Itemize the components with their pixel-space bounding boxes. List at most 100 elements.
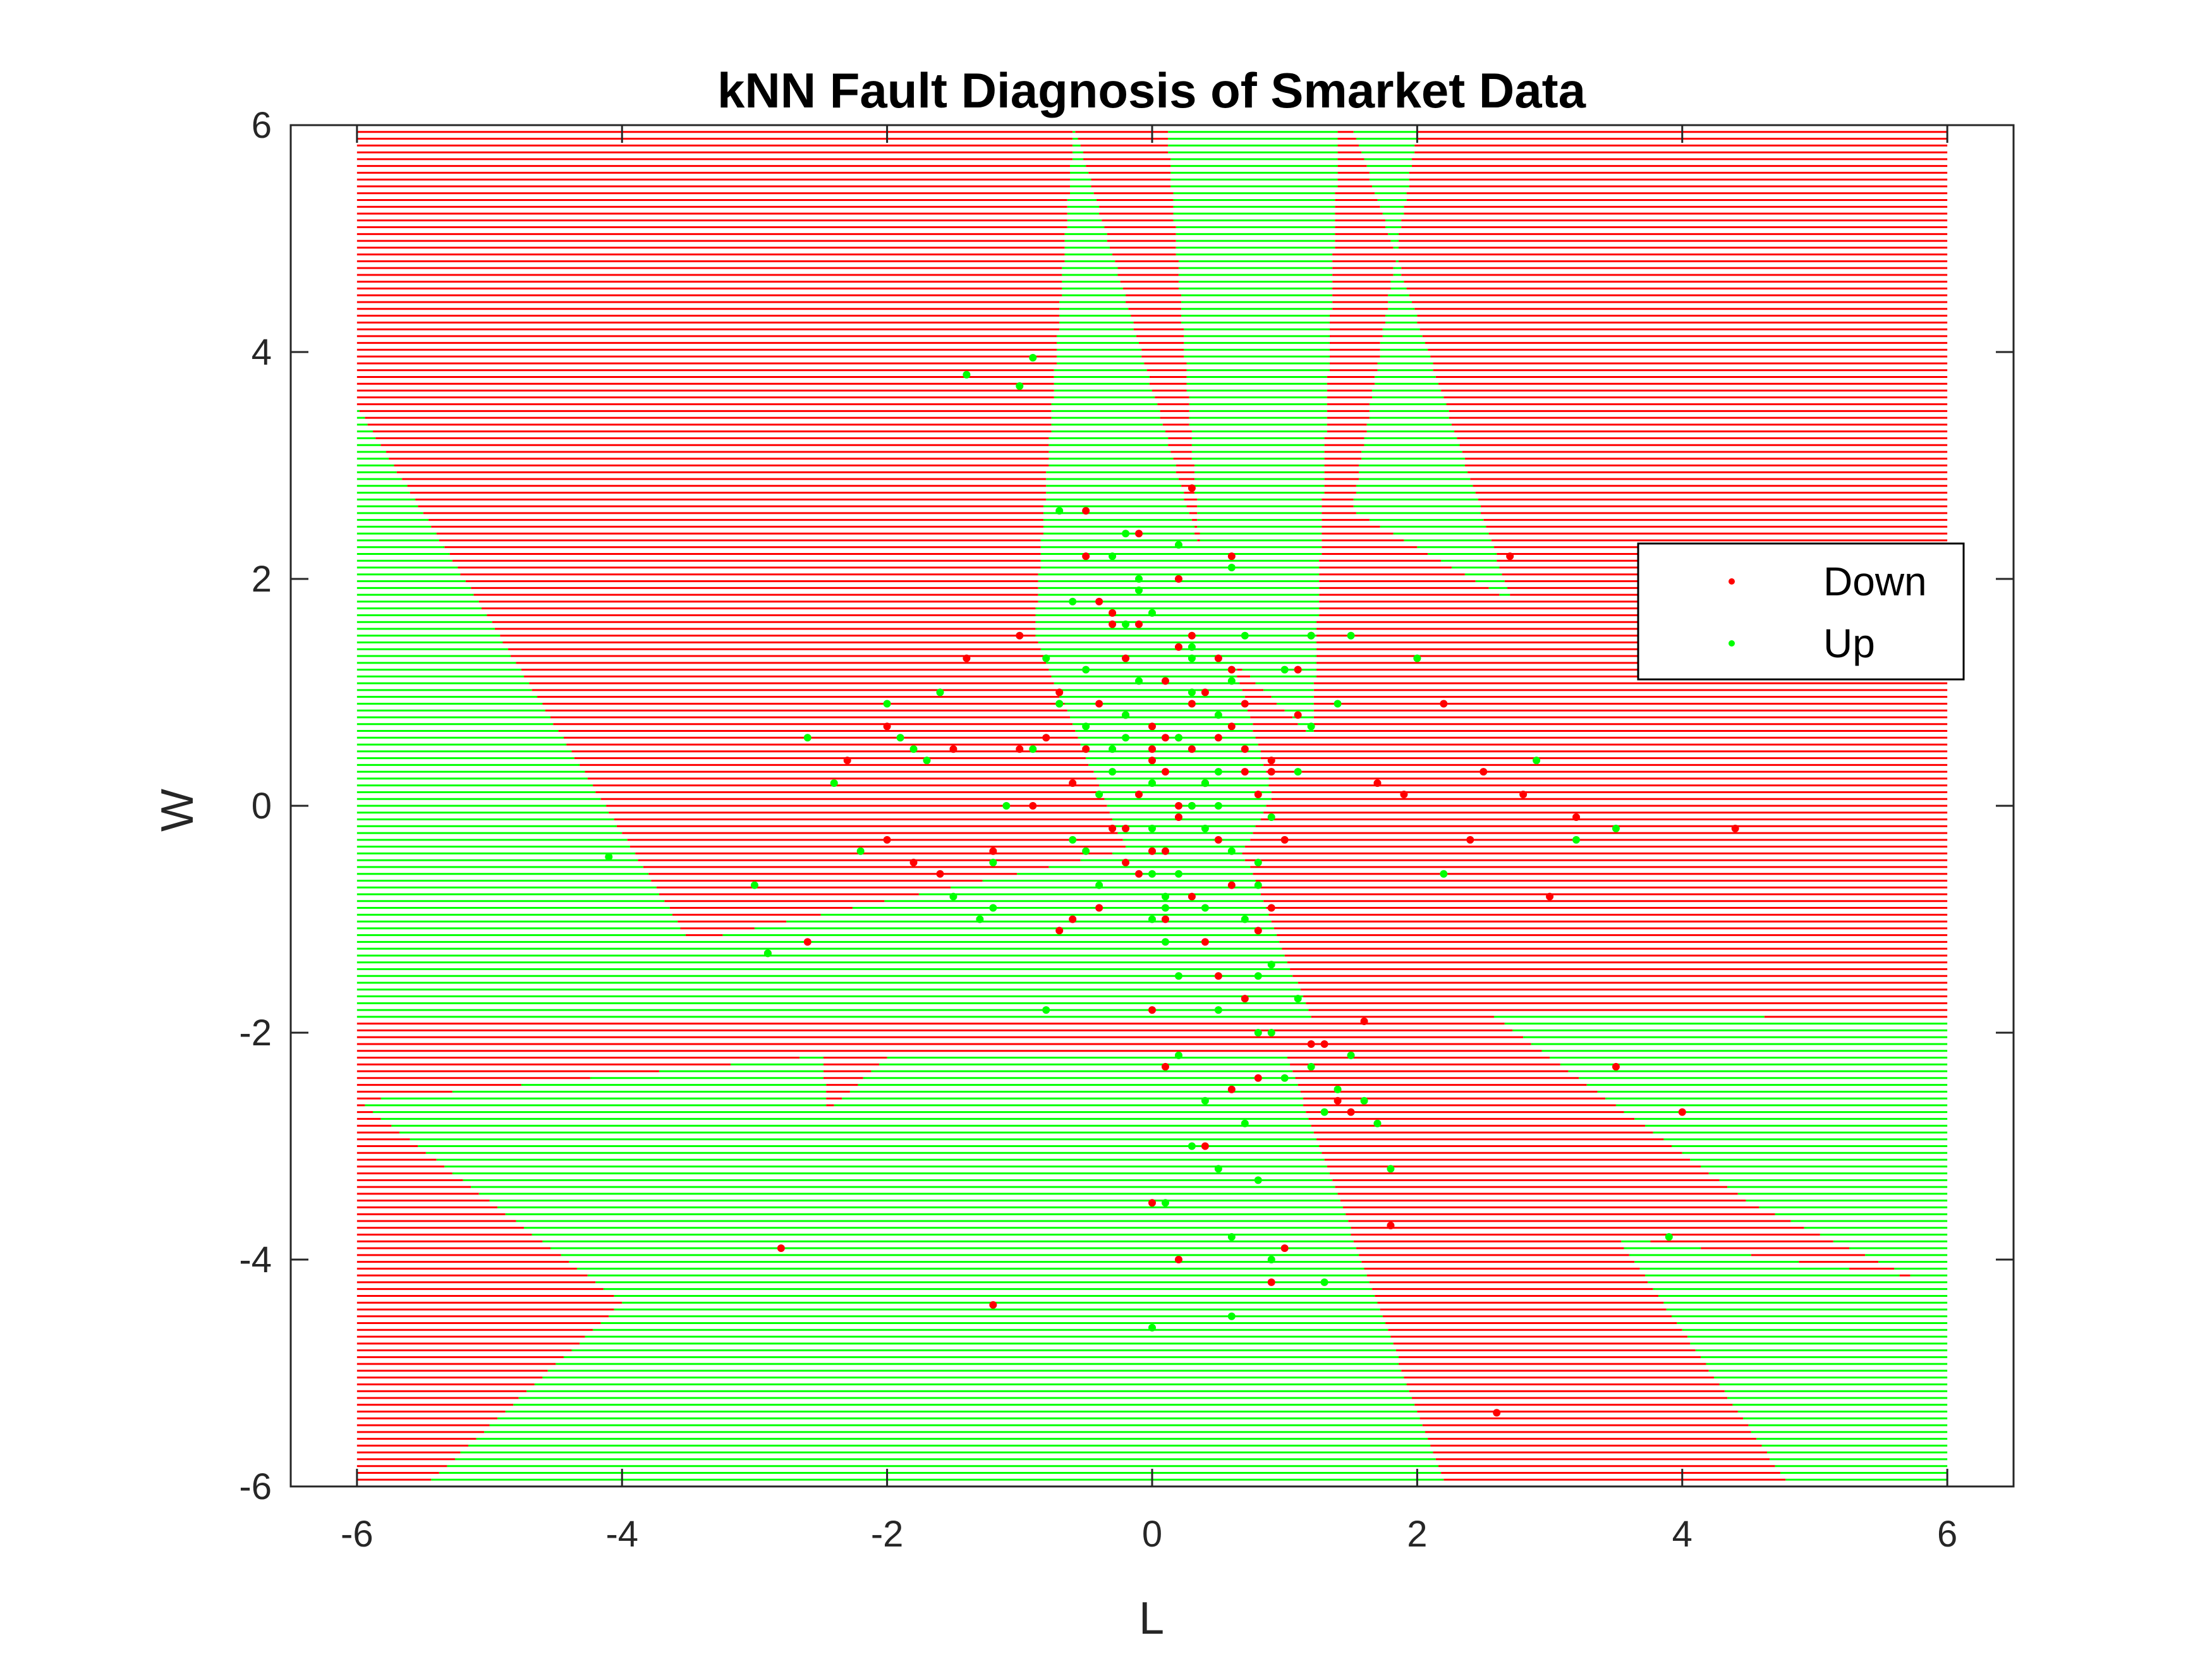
point-down: [883, 836, 891, 844]
point-up: [1069, 597, 1077, 605]
legend-label-down: Down: [1823, 559, 1927, 604]
point-up: [1307, 631, 1315, 640]
point-down: [1440, 700, 1448, 708]
point-up: [1254, 1029, 1262, 1036]
point-down: [1016, 631, 1024, 640]
point-down: [1148, 1006, 1156, 1014]
x-tick-label: 2: [1407, 1514, 1427, 1555]
point-down: [909, 858, 918, 866]
point-down: [1174, 802, 1182, 810]
point-up: [1174, 972, 1182, 980]
point-up: [605, 853, 613, 861]
axes: -6 -4 -2 0 2 4 6 -6 -4 -2 0 2 4 6: [239, 105, 2015, 1555]
point-down: [1612, 1062, 1620, 1071]
point-down: [1214, 972, 1222, 980]
point-down: [1095, 700, 1103, 708]
point-up: [1135, 586, 1143, 594]
point-up: [1360, 1097, 1368, 1105]
point-up: [923, 757, 931, 765]
point-up: [1267, 1256, 1275, 1263]
point-up: [750, 881, 758, 889]
point-down: [1227, 552, 1236, 561]
point-up: [1122, 620, 1130, 628]
point-up: [1188, 688, 1196, 696]
point-up: [1174, 541, 1182, 549]
point-up: [1440, 870, 1448, 878]
point-up: [1069, 836, 1077, 844]
point-up: [1227, 1312, 1236, 1320]
point-down: [1174, 813, 1182, 821]
point-up: [1254, 881, 1262, 889]
point-down: [1334, 1097, 1342, 1105]
point-down: [1148, 757, 1156, 765]
point-down: [883, 722, 891, 731]
y-axis-label: W: [152, 789, 203, 832]
point-down: [1294, 665, 1302, 674]
y-tick-label: -6: [239, 1466, 272, 1507]
point-down: [1466, 836, 1474, 844]
point-down: [1174, 575, 1182, 583]
point-down: [1135, 870, 1143, 878]
legend-marker-down: [1729, 578, 1735, 585]
point-down: [1042, 734, 1050, 742]
point-down: [1161, 915, 1169, 923]
point-down: [1731, 824, 1739, 832]
point-up: [1161, 1199, 1169, 1207]
point-up: [1148, 870, 1156, 878]
point-up: [1214, 768, 1222, 776]
point-up: [1148, 824, 1156, 832]
x-tick-label: -4: [605, 1514, 638, 1555]
point-down: [1069, 779, 1077, 787]
point-up: [1572, 836, 1581, 844]
point-down: [936, 870, 944, 878]
point-up: [1320, 1108, 1328, 1116]
point-up: [1267, 961, 1275, 969]
point-up: [909, 745, 918, 753]
point-down: [1109, 824, 1117, 832]
point-up: [1161, 892, 1169, 901]
point-up: [1148, 609, 1156, 617]
point-up: [1227, 847, 1236, 855]
point-down: [1148, 722, 1156, 731]
y-tick-label: 4: [252, 332, 272, 373]
point-down: [1241, 995, 1249, 1003]
point-down: [1267, 768, 1275, 776]
point-down: [1506, 552, 1514, 561]
point-up: [963, 370, 971, 379]
point-down: [1227, 1085, 1236, 1093]
decision-region-layer: [356, 124, 1948, 1488]
point-up: [1280, 665, 1289, 674]
point-down: [1188, 892, 1196, 901]
point-down: [1227, 722, 1236, 731]
point-down: [1055, 688, 1064, 696]
point-down: [1254, 927, 1262, 935]
point-up: [1029, 353, 1037, 362]
point-down: [1082, 552, 1090, 561]
point-down: [1122, 858, 1130, 866]
point-down: [1095, 904, 1103, 912]
point-up: [1254, 972, 1262, 980]
point-up: [1109, 768, 1117, 776]
point-up: [1109, 745, 1117, 753]
point-down: [1188, 484, 1196, 492]
point-down: [1320, 1040, 1328, 1048]
point-down: [1294, 711, 1302, 719]
point-up: [1267, 1029, 1275, 1036]
point-up: [1042, 1006, 1050, 1014]
point-up: [1294, 995, 1302, 1003]
point-up: [1002, 802, 1011, 810]
point-down: [1174, 643, 1182, 651]
point-up: [883, 700, 891, 708]
point-down: [1109, 620, 1117, 628]
point-down: [1572, 813, 1581, 821]
point-down: [803, 938, 811, 946]
point-down: [1188, 745, 1196, 753]
legend-label-up: Up: [1823, 621, 1875, 666]
point-up: [1320, 1278, 1328, 1286]
point-down: [1267, 1278, 1275, 1286]
point-up: [1201, 824, 1209, 832]
point-down: [1201, 688, 1209, 696]
point-up: [1055, 507, 1064, 515]
point-up: [949, 892, 957, 901]
point-down: [1161, 768, 1169, 776]
